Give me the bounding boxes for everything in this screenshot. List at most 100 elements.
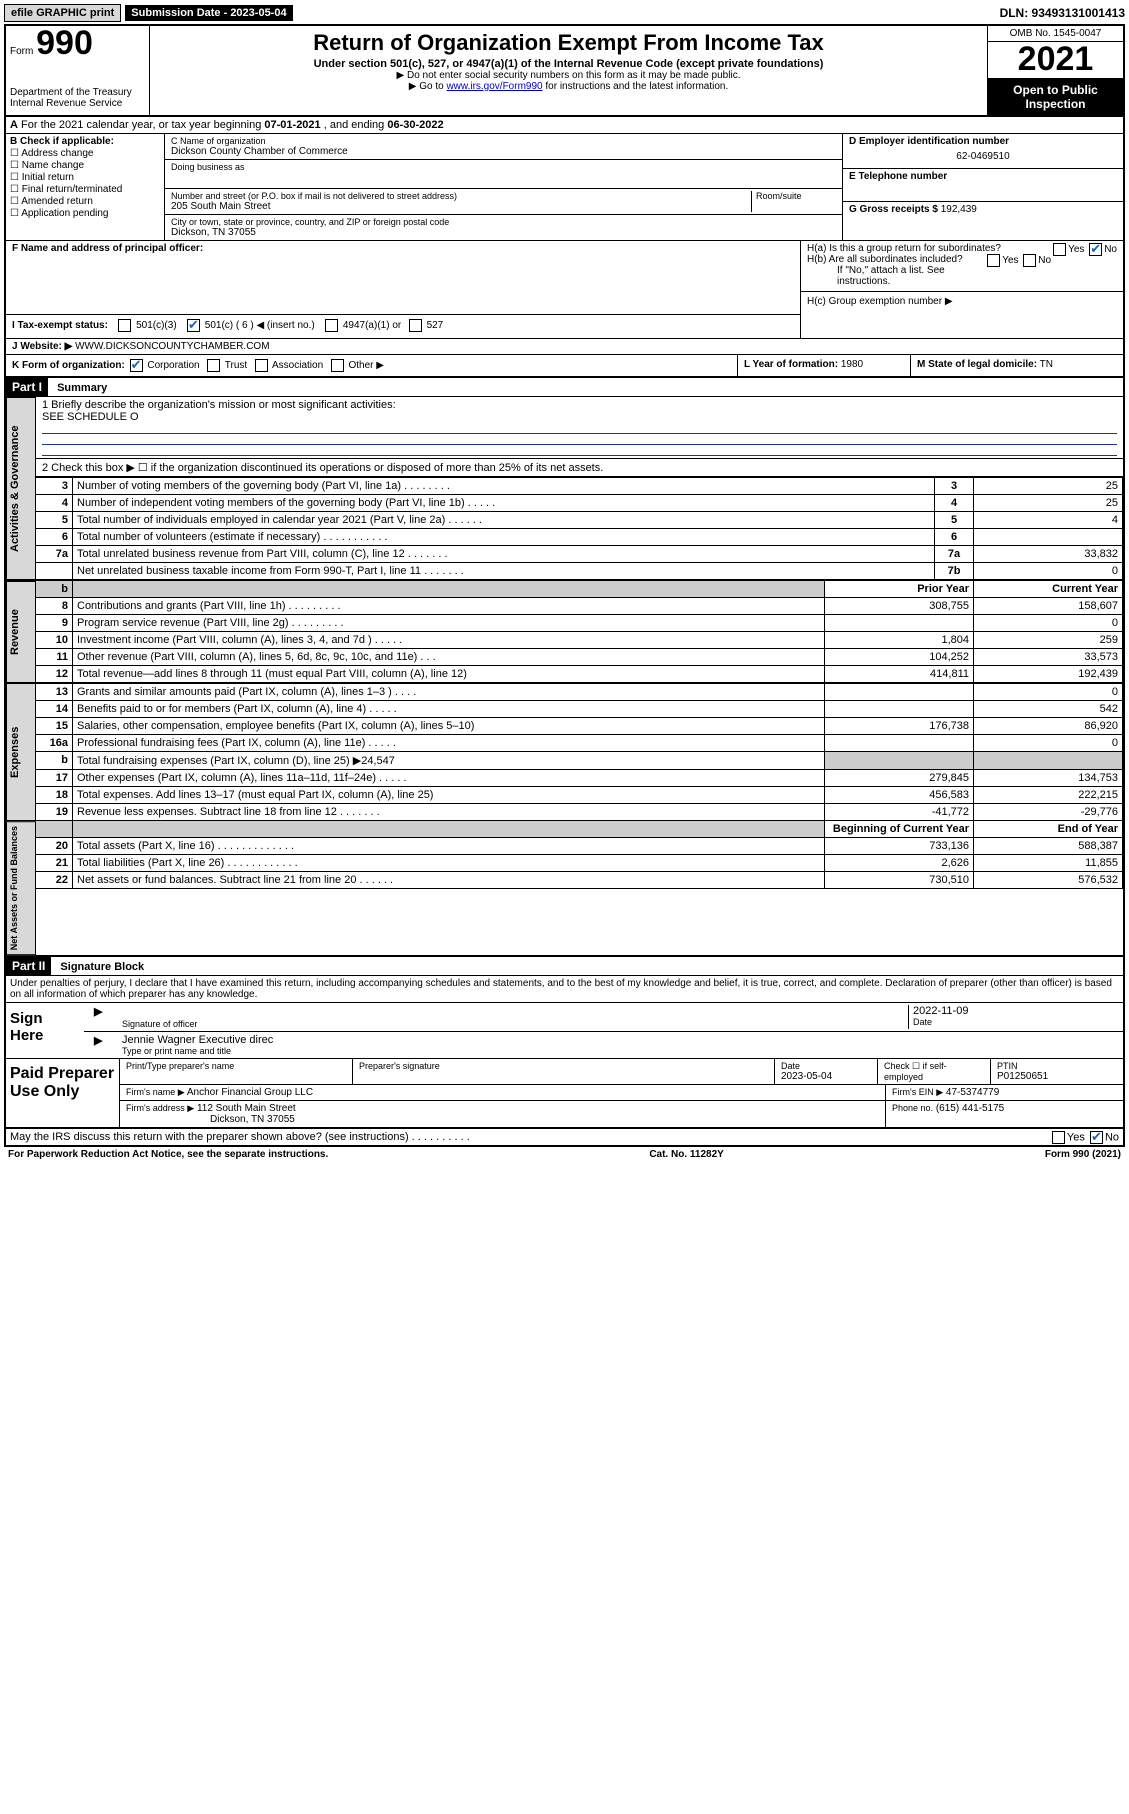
- cb-assoc[interactable]: [255, 359, 268, 372]
- mission-q: 1 Briefly describe the organization's mi…: [42, 399, 1117, 411]
- form-number: 990: [36, 24, 93, 62]
- officer-value: [12, 254, 794, 314]
- arrow-icon-2: ▶: [90, 1034, 118, 1056]
- o-assoc: Association: [272, 360, 323, 371]
- chk-address-label: Address change: [21, 148, 93, 159]
- chk-pending[interactable]: ☐ Application pending: [10, 208, 160, 219]
- section-fh: F Name and address of principal officer:…: [6, 241, 1123, 339]
- chk-name[interactable]: ☐ Name change: [10, 160, 160, 171]
- paid-label: Paid Preparer Use Only: [6, 1059, 120, 1127]
- sig-officer-label: Signature of officer: [122, 1019, 904, 1029]
- dept-treasury: Department of the Treasury: [10, 87, 145, 98]
- discuss-no[interactable]: [1090, 1131, 1103, 1144]
- cb-527[interactable]: [409, 319, 422, 332]
- table-row: 21Total liabilities (Part X, line 26) . …: [36, 855, 1123, 872]
- o-trust: Trust: [225, 360, 247, 371]
- table-row: 5Total number of individuals employed in…: [36, 512, 1123, 529]
- rowa-begin: 07-01-2021: [264, 119, 320, 131]
- penalties-text: Under penalties of perjury, I declare th…: [6, 976, 1123, 1003]
- form-subtitle: Under section 501(c), 527, or 4947(a)(1)…: [156, 58, 981, 70]
- part1-badge: Part I: [6, 378, 48, 396]
- state-domicile: TN: [1040, 359, 1053, 370]
- box-f: F Name and address of principal officer:…: [6, 241, 801, 338]
- box-g-label: G Gross receipts $: [849, 204, 938, 215]
- org-name: Dickson County Chamber of Commerce: [171, 146, 836, 157]
- table-expenses: 13Grants and similar amounts paid (Part …: [36, 683, 1123, 821]
- table-row: Net unrelated business taxable income fr…: [36, 563, 1123, 580]
- table-row: 22Net assets or fund balances. Subtract …: [36, 872, 1123, 889]
- form-title: Return of Organization Exempt From Incom…: [156, 30, 981, 56]
- table-netassets: Beginning of Current Year End of Year 20…: [36, 821, 1123, 889]
- street-value: 205 South Main Street: [171, 201, 751, 212]
- col-prior: Prior Year: [917, 583, 969, 595]
- cb-trust[interactable]: [207, 359, 220, 372]
- sig-line-1: ▶ Signature of officer 2022-11-09 Date: [84, 1003, 1123, 1032]
- firm-name: Anchor Financial Group LLC: [187, 1087, 313, 1098]
- firm-ein: 47-5374779: [946, 1087, 999, 1098]
- hb-yes[interactable]: [987, 254, 1000, 267]
- rowa-mid: , and ending: [324, 119, 388, 131]
- table-row: 10Investment income (Part VIII, column (…: [36, 632, 1123, 649]
- box-d: D Employer identification number 62-0469…: [843, 134, 1123, 169]
- chk-amended[interactable]: ☐ Amended return: [10, 196, 160, 207]
- ha-label: H(a) Is this a group return for subordin…: [807, 243, 1001, 254]
- hb-no[interactable]: [1023, 254, 1036, 267]
- row-i: I Tax-exempt status: 501(c)(3) 501(c) ( …: [6, 314, 800, 336]
- row-i-label: I Tax-exempt status:: [12, 320, 108, 331]
- line-2: 2 Check this box ▶ ☐ if the organization…: [36, 459, 1123, 477]
- hc-label: H(c) Group exemption number ▶: [801, 291, 1123, 311]
- section-bcde: B Check if applicable: ☐ Address change …: [6, 134, 1123, 241]
- o-501c: 501(c) ( 6 ) ◀ (insert no.): [205, 320, 315, 331]
- o-4947: 4947(a)(1) or: [343, 320, 401, 331]
- top-toolbar: efile GRAPHIC print Submission Date - 20…: [4, 4, 1125, 22]
- form-word: Form: [10, 46, 33, 57]
- hb-no-l: No: [1038, 255, 1051, 266]
- discuss-text: May the IRS discuss this return with the…: [10, 1131, 470, 1143]
- cb-501c3[interactable]: [118, 319, 131, 332]
- street-label: Number and street (or P.O. box if mail i…: [171, 191, 751, 201]
- ha-no[interactable]: [1089, 243, 1102, 256]
- col-de: D Employer identification number 62-0469…: [842, 134, 1123, 240]
- gross-receipts: 192,439: [941, 204, 977, 215]
- table-row: 19Revenue less expenses. Subtract line 1…: [36, 804, 1123, 821]
- efile-btn[interactable]: efile GRAPHIC print: [4, 4, 121, 22]
- o-other: Other ▶: [348, 360, 383, 371]
- discuss-yes-l: Yes: [1067, 1132, 1085, 1144]
- ha-yes[interactable]: [1053, 243, 1066, 256]
- row-klm: K Form of organization: Corporation Trus…: [6, 355, 1123, 378]
- table-row: 16aProfessional fundraising fees (Part I…: [36, 735, 1123, 752]
- chk-initial[interactable]: ☐ Initial return: [10, 172, 160, 183]
- ha-yes-l: Yes: [1068, 244, 1084, 255]
- cb-other[interactable]: [331, 359, 344, 372]
- discuss-yes[interactable]: [1052, 1131, 1065, 1144]
- note-ssn: ▶ Do not enter social security numbers o…: [156, 70, 981, 81]
- box-k: K Form of organization: Corporation Trus…: [6, 355, 738, 376]
- city-label: City or town, state or province, country…: [171, 217, 836, 227]
- cb-4947[interactable]: [325, 319, 338, 332]
- chk-address[interactable]: ☐ Address change: [10, 148, 160, 159]
- paid-row-2: Firm's name ▶ Anchor Financial Group LLC…: [120, 1085, 1123, 1101]
- vlabel-revenue: Revenue: [6, 581, 36, 683]
- box-m: M State of legal domicile: TN: [911, 355, 1123, 376]
- cb-501c[interactable]: [187, 319, 200, 332]
- paid-row-1: Print/Type preparer's name Preparer's si…: [120, 1059, 1123, 1085]
- governance-section: Activities & Governance 1 Briefly descri…: [6, 397, 1123, 580]
- open-public: Open to Public Inspection: [988, 79, 1123, 115]
- cb-corp[interactable]: [130, 359, 143, 372]
- box-d-label: D Employer identification number: [849, 136, 1009, 147]
- box-h: H(a) Is this a group return for subordin…: [801, 241, 1123, 338]
- box-l: L Year of formation: 1980: [738, 355, 911, 376]
- box-c-label: C Name of organization: [171, 136, 836, 146]
- irs-link[interactable]: www.irs.gov/Form990: [446, 81, 542, 92]
- officer-name-label: Type or print name and title: [122, 1046, 1113, 1056]
- firm-name-label: Firm's name ▶: [126, 1087, 185, 1097]
- footer-right: Form 990 (2021): [1045, 1149, 1121, 1160]
- chk-final[interactable]: ☐ Final return/terminated: [10, 184, 160, 195]
- firm-phone-label: Phone no.: [892, 1103, 933, 1113]
- paid-date: 2023-05-04: [781, 1071, 871, 1082]
- table-row: 12Total revenue—add lines 8 through 11 (…: [36, 666, 1123, 683]
- footer-mid: Cat. No. 11282Y: [649, 1149, 723, 1160]
- header-left: Form 990 Department of the Treasury Inte…: [6, 26, 150, 115]
- mission-block: 1 Briefly describe the organization's mi…: [36, 397, 1123, 459]
- website-value: WWW.DICKSONCOUNTYCHAMBER.COM: [75, 341, 269, 352]
